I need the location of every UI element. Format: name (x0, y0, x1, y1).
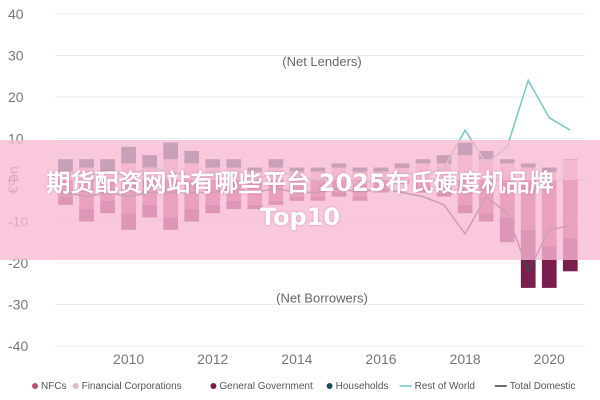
annotation-net-lenders: (Net Lenders) (282, 54, 361, 69)
y-tick-label: 20 (8, 89, 24, 105)
x-tick-label: 2020 (534, 351, 565, 367)
x-tick-label: 2016 (365, 351, 396, 367)
x-tick-label: 2018 (450, 351, 481, 367)
legend-marker (32, 383, 38, 389)
y-tick-label: 30 (8, 48, 24, 64)
legend-marker (326, 383, 333, 389)
legend-label: General Government (219, 381, 313, 392)
overlay-banner[interactable]: 期货配资网站有哪些平台 2025布氏硬度机品牌Top10 (0, 140, 600, 260)
y-tick-label: 40 (8, 6, 24, 22)
x-tick-label: 2010 (113, 351, 144, 367)
y-tick-label: -40 (8, 338, 28, 354)
annotation-net-borrowers: (Net Borrowers) (276, 290, 368, 305)
legend-label: Rest of World (415, 381, 475, 392)
x-tick-label: 2014 (281, 351, 312, 367)
legend-label: Total Domestic (510, 381, 576, 392)
legend-label: NFCs (41, 381, 67, 392)
legend-marker (210, 383, 217, 389)
y-tick-label: -30 (8, 297, 28, 313)
x-tick-label: 2012 (197, 351, 228, 367)
legend-marker (72, 383, 79, 389)
legend-label: Financial Corporations (82, 381, 182, 392)
legend-label: Households (336, 381, 389, 392)
